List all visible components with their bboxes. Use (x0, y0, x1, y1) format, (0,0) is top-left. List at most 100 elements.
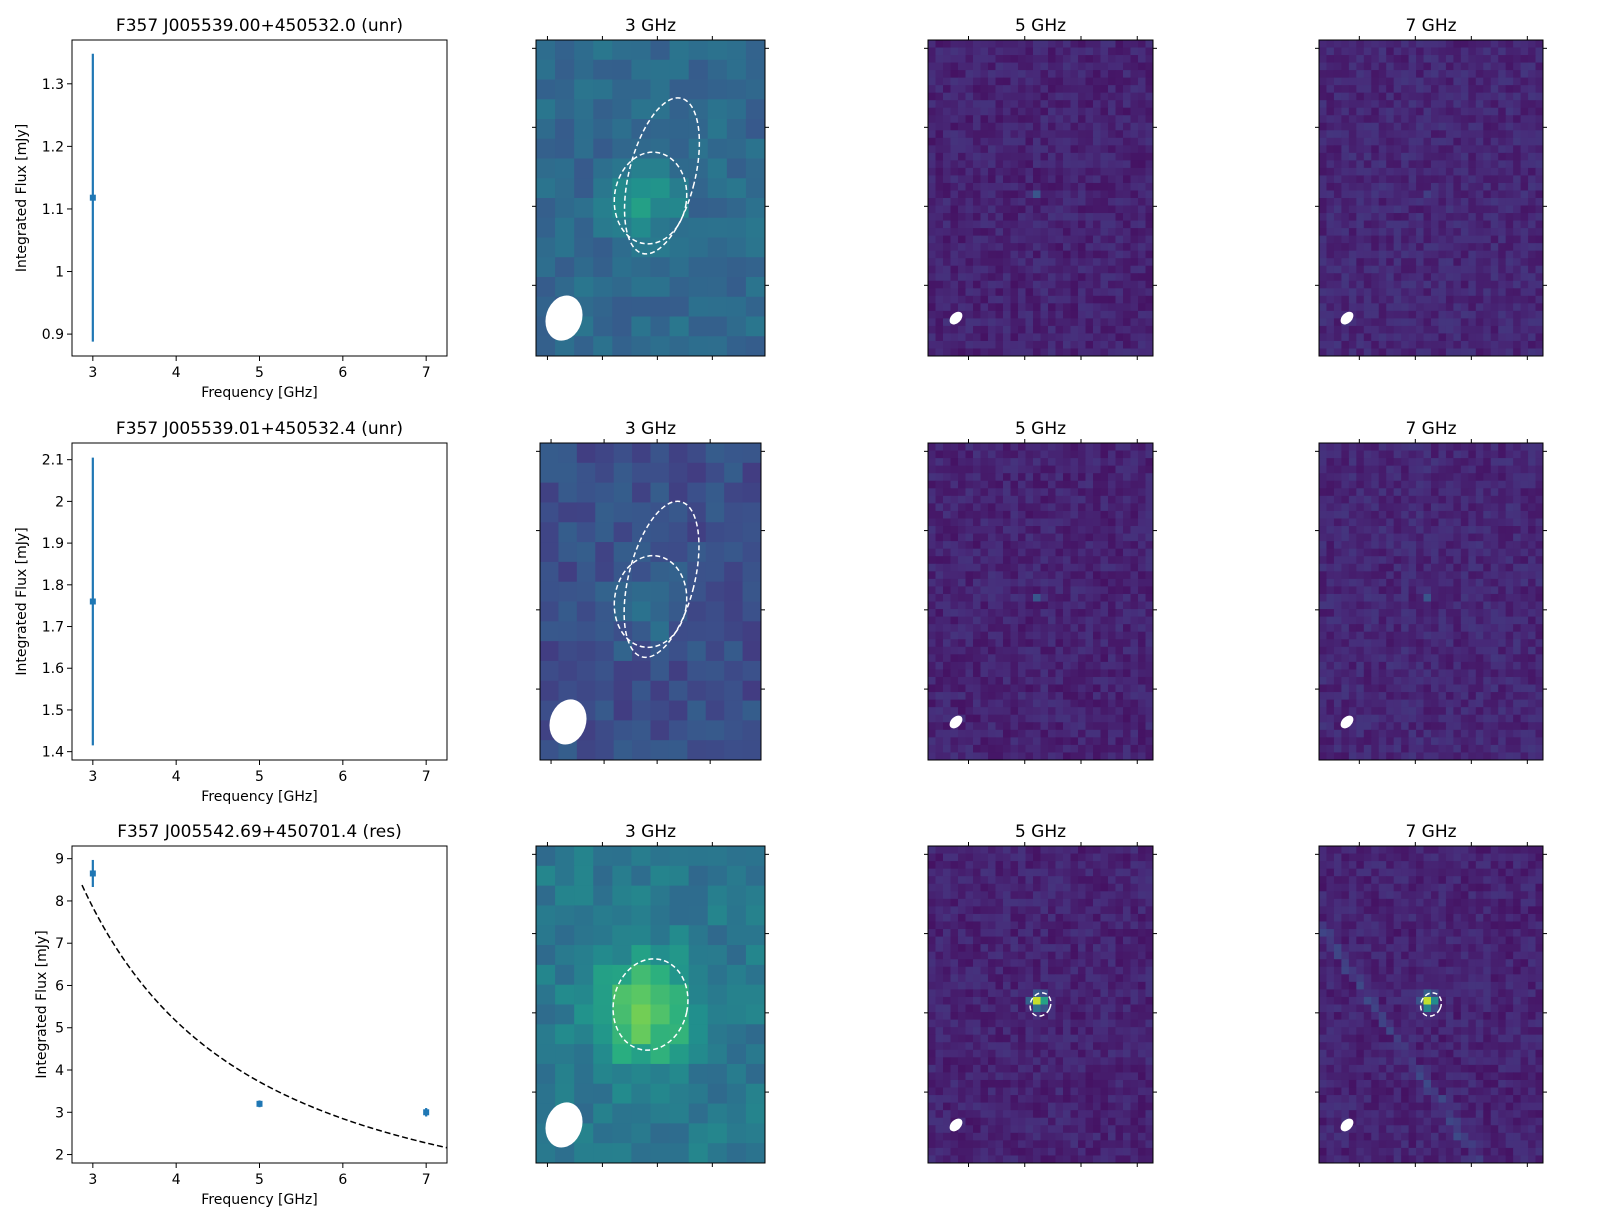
image-title: 7 GHz (1405, 822, 1456, 842)
y-tick-label: 2 (55, 494, 64, 510)
x-tick-label: 4 (172, 769, 181, 785)
cutout-image-5: 3 GHz (536, 419, 765, 764)
plot-title: F357 J005542.69+450701.4 (res) (117, 822, 402, 842)
data-point (89, 194, 96, 201)
plot-title: F357 J005539.00+450532.0 (unr) (116, 16, 403, 36)
beam-ellipse (545, 295, 583, 341)
image-pixels (536, 846, 765, 1163)
plot-frame (71, 442, 448, 761)
data-point (89, 870, 96, 877)
cutout-image-7: 7 GHz (1315, 419, 1547, 764)
y-tick-label: 5 (55, 1021, 64, 1037)
beam-ellipse (949, 311, 963, 325)
source-ellipse (623, 97, 701, 255)
beam-ellipse (949, 715, 963, 729)
y-tick-label: 1 (55, 265, 64, 281)
y-tick-label: 1.2 (42, 139, 64, 155)
image-frame (539, 442, 762, 761)
x-tick-label: 4 (172, 1172, 181, 1188)
x-tick-label: 6 (338, 365, 347, 381)
cutout-image-3: 7 GHz (1315, 16, 1547, 360)
y-tick-label: 9 (55, 852, 64, 868)
image-pixels (536, 40, 765, 356)
x-axis-label: Frequency [GHz] (201, 385, 317, 401)
image-frame (927, 442, 1154, 761)
fit-curve (81, 884, 448, 1149)
y-tick-label: 2 (55, 1148, 64, 1164)
image-frame (927, 39, 1154, 357)
y-tick-label: 1.3 (42, 77, 64, 93)
data-point (423, 1109, 430, 1116)
x-tick-label: 3 (88, 365, 97, 381)
beam-ellipse (549, 699, 587, 745)
cutout-image-2: 5 GHz (924, 16, 1157, 360)
plot-frame (71, 39, 448, 357)
image-pixels (928, 40, 1153, 356)
image-pixels (1319, 40, 1543, 356)
x-tick-label: 5 (255, 365, 264, 381)
x-tick-label: 6 (338, 769, 347, 785)
image-frame (1318, 845, 1544, 1164)
image-title: 7 GHz (1405, 419, 1456, 439)
x-tick-label: 7 (422, 769, 431, 785)
source-ellipse (613, 554, 688, 649)
x-tick-label: 3 (88, 1172, 97, 1188)
x-tick-label: 7 (422, 365, 431, 381)
image-pixels (540, 443, 761, 760)
y-tick-label: 1.6 (42, 661, 64, 677)
image-pixels (1319, 443, 1543, 760)
flux-plot-4: 3 4 5 6 7 1.4 1.5 1.6 1.7 1.8 1.9 2 2.1 F357 J005539.… (14, 419, 448, 805)
x-axis-label: Frequency [GHz] (201, 1192, 317, 1208)
beam-ellipse (1340, 715, 1354, 729)
x-tick-label: 4 (172, 365, 181, 381)
y-tick-label: 0.9 (42, 327, 64, 343)
source-ellipse (1029, 992, 1052, 1017)
image-frame (535, 39, 766, 357)
data-point (89, 598, 96, 605)
image-title: 7 GHz (1405, 16, 1456, 36)
x-axis-label: Frequency [GHz] (201, 789, 317, 805)
source-ellipse (612, 958, 689, 1051)
image-title: 5 GHz (1015, 16, 1066, 36)
image-title: 3 GHz (625, 822, 676, 842)
plot-frame (71, 845, 448, 1164)
image-frame (927, 845, 1154, 1164)
cutout-image-11: 7 GHz (1315, 822, 1547, 1167)
source-ellipse (1419, 992, 1443, 1017)
y-tick-label: 8 (55, 894, 64, 910)
cutout-image-10: 5 GHz (924, 822, 1157, 1167)
y-tick-label: 4 (55, 1063, 64, 1079)
beam-ellipse (545, 1102, 583, 1148)
cutout-image-9: 3 GHz (532, 822, 769, 1167)
cutout-image-1: 3 GHz (532, 16, 769, 360)
data-point (256, 1100, 263, 1107)
y-tick-label: 1.7 (42, 620, 64, 636)
beam-ellipse (949, 1118, 963, 1132)
image-title: 3 GHz (625, 419, 676, 439)
y-tick-label: 1.9 (42, 536, 64, 552)
image-frame (1318, 442, 1544, 761)
y-tick-label: 6 (55, 978, 64, 994)
x-tick-label: 5 (255, 1172, 264, 1188)
image-frame (1318, 39, 1544, 357)
image-pixels (1319, 846, 1543, 1163)
source-ellipse (623, 500, 700, 659)
image-title: 5 GHz (1015, 822, 1066, 842)
image-pixels (928, 443, 1153, 760)
y-tick-label: 1.4 (42, 745, 64, 761)
y-axis-label: Integrated Flux [mJy] (14, 124, 30, 272)
image-title: 5 GHz (1015, 419, 1066, 439)
beam-ellipse (1340, 1118, 1354, 1132)
y-tick-label: 3 (55, 1105, 64, 1121)
y-axis-label: Integrated Flux [mJy] (14, 527, 30, 675)
cutout-image-6: 5 GHz (924, 419, 1157, 764)
flux-plot-0: 3 4 5 6 7 0.9 1 1.1 1.2 1.3 F357 J005539.00+450532… (14, 16, 448, 401)
x-tick-label: 3 (88, 769, 97, 785)
y-tick-label: 1.8 (42, 578, 64, 594)
x-tick-label: 5 (255, 769, 264, 785)
image-pixels (928, 846, 1153, 1163)
plot-title: F357 J005539.01+450532.4 (unr) (116, 419, 403, 439)
y-tick-label: 1.5 (42, 703, 64, 719)
y-axis-label: Integrated Flux [mJy] (34, 930, 50, 1078)
